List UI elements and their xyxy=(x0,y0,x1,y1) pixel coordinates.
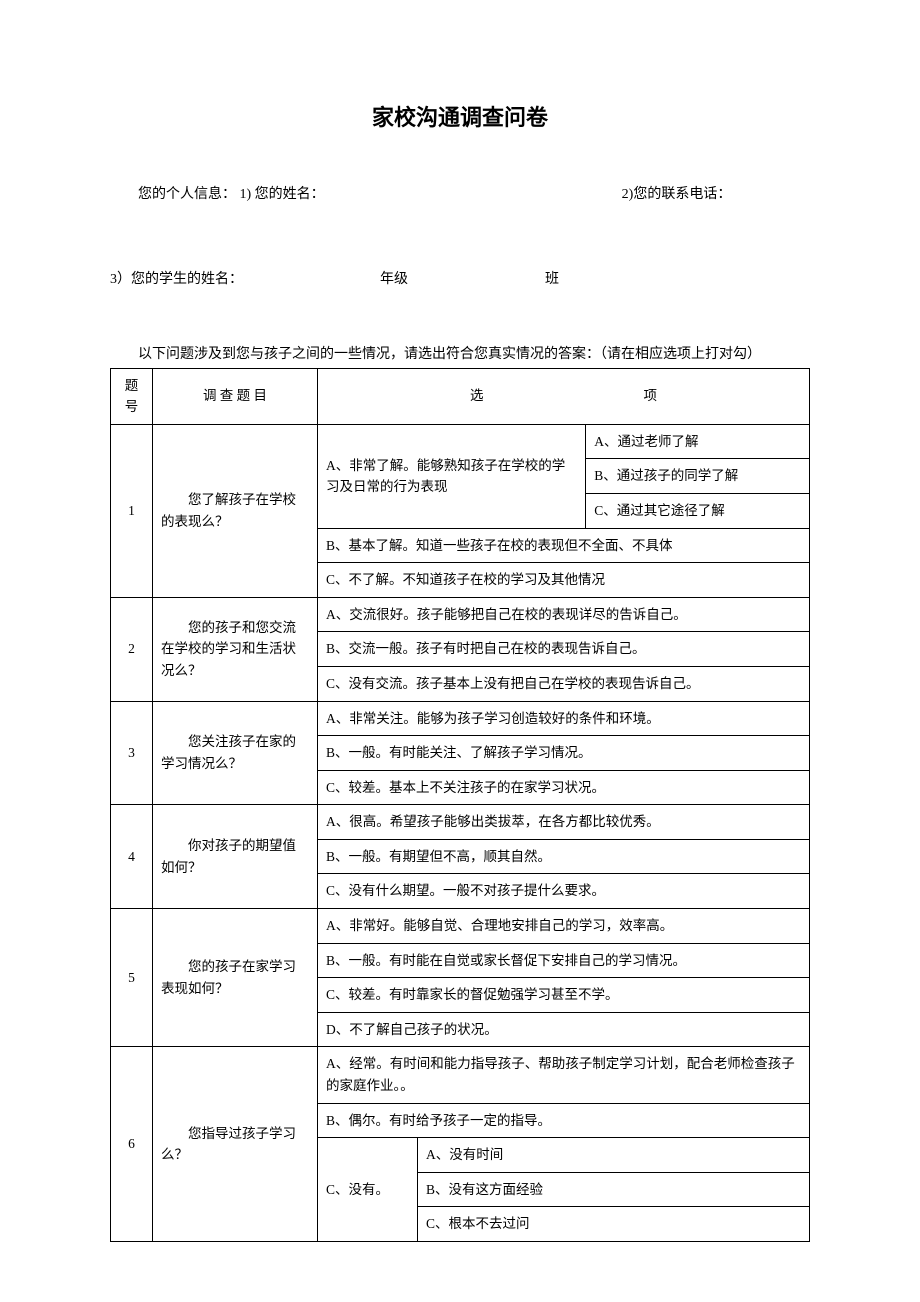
q5-option-c: C、较差。有时靠家长的督促勉强学习甚至不学。 xyxy=(318,978,810,1013)
table-row: 4 你对孩子的期望值如何？ A、很高。希望孩子能够出类拔萃，在各方都比较优秀。 xyxy=(111,805,810,840)
q2-option-b: B、交流一般。孩子有时把自己在校的表现告诉自己。 xyxy=(318,632,810,667)
table-row: 6 您指导过孩子学习么？ A、经常。有时间和能力指导孩子、帮助孩子制定学习计划，… xyxy=(111,1047,810,1103)
table-row: 2 您的孩子和您交流在学校的学习和生活状况么？ A、交流很好。孩子能够把自己在校… xyxy=(111,597,810,632)
q3-text: 您关注孩子在家的学习情况么？ xyxy=(153,701,318,805)
table-row: 3 您关注孩子在家的学习情况么？ A、非常关注。能够为孩子学习创造较好的条件和环… xyxy=(111,701,810,736)
q3-num: 3 xyxy=(111,701,153,805)
q6-sub-b: B、没有这方面经验 xyxy=(418,1172,810,1207)
info-class-label: 班 xyxy=(545,272,559,287)
q1-option-b: B、基本了解。知道一些孩子在校的表现但不全面、不具体 xyxy=(318,528,810,563)
q5-num: 5 xyxy=(111,909,153,1047)
q1-sub-a: A、通过老师了解 xyxy=(586,424,810,459)
q5-option-d: D、不了解自己孩子的状况。 xyxy=(318,1012,810,1047)
info-name-label: 1) 您的姓名： xyxy=(240,187,325,202)
header-option-2: 项 xyxy=(644,388,658,403)
q6-option-a: A、经常。有时间和能力指导孩子、帮助孩子制定学习计划，配合老师检查孩子的家庭作业… xyxy=(318,1047,810,1103)
q1-num: 1 xyxy=(111,424,153,597)
header-num: 题号 xyxy=(111,368,153,424)
q6-option-c: C、没有。 xyxy=(318,1138,418,1242)
info-prefix: 您的个人信息： xyxy=(138,187,236,202)
q2-text: 您的孩子和您交流在学校的学习和生活状况么？ xyxy=(153,597,318,701)
intro-text: 以下问题涉及到您与孩子之间的一些情况，请选出符合您真实情况的答案：（请在相应选项… xyxy=(110,342,810,367)
table-row: 5 您的孩子在家学习表现如何？ A、非常好。能够自觉、合理地安排自己的学习，效率… xyxy=(111,909,810,944)
q1-text: 您了解孩子在学校的表现么？ xyxy=(153,424,318,597)
q6-sub-a: A、没有时间 xyxy=(418,1138,810,1173)
info-student-label: 3）您的学生的姓名： xyxy=(110,272,243,287)
q4-text: 你对孩子的期望值如何？ xyxy=(153,805,318,909)
q1-sub-c: C、通过其它途径了解 xyxy=(586,493,810,528)
header-option: 选项 xyxy=(318,368,810,424)
q1-option-a: A、非常了解。能够熟知孩子在学校的学习及日常的行为表现 xyxy=(318,424,586,528)
q6-num: 6 xyxy=(111,1047,153,1242)
q5-text: 您的孩子在家学习表现如何？ xyxy=(153,909,318,1047)
info-line-1: 您的个人信息： 1) 您的姓名： 2)您的联系电话： xyxy=(110,182,810,207)
info-phone-label: 2)您的联系电话： xyxy=(622,187,732,202)
document-title: 家校沟通调查问卷 xyxy=(110,100,810,132)
q1-sub-b: B、通过孩子的同学了解 xyxy=(586,459,810,494)
q3-option-a: A、非常关注。能够为孩子学习创造较好的条件和环境。 xyxy=(318,701,810,736)
q4-option-b: B、一般。有期望但不高，顺其自然。 xyxy=(318,839,810,874)
q6-text: 您指导过孩子学习么？ xyxy=(153,1047,318,1242)
q1-option-c: C、不了解。不知道孩子在校的学习及其他情况 xyxy=(318,563,810,598)
q4-option-c: C、没有什么期望。一般不对孩子提什么要求。 xyxy=(318,874,810,909)
q3-option-b: B、一般。有时能关注、了解孩子学习情况。 xyxy=(318,736,810,771)
q4-num: 4 xyxy=(111,805,153,909)
info-grade-label: 年级 xyxy=(380,272,408,287)
survey-table: 题号 调 查 题 目 选项 1 您了解孩子在学校的表现么？ A、非常了解。能够熟… xyxy=(110,368,810,1242)
q6-option-b: B、偶尔。有时给予孩子一定的指导。 xyxy=(318,1103,810,1138)
info-line-2: 3）您的学生的姓名： 年级 班 xyxy=(110,267,810,292)
q2-option-a: A、交流很好。孩子能够把自己在校的表现详尽的告诉自己。 xyxy=(318,597,810,632)
q5-option-a: A、非常好。能够自觉、合理地安排自己的学习，效率高。 xyxy=(318,909,810,944)
q3-option-c: C、较差。基本上不关注孩子的在家学习状况。 xyxy=(318,770,810,805)
table-row: 1 您了解孩子在学校的表现么？ A、非常了解。能够熟知孩子在学校的学习及日常的行… xyxy=(111,424,810,459)
header-question: 调 查 题 目 xyxy=(153,368,318,424)
q6-sub-c: C、根本不去过问 xyxy=(418,1207,810,1242)
q4-option-a: A、很高。希望孩子能够出类拔萃，在各方都比较优秀。 xyxy=(318,805,810,840)
q2-num: 2 xyxy=(111,597,153,701)
header-option-1: 选 xyxy=(470,388,484,403)
table-header-row: 题号 调 查 题 目 选项 xyxy=(111,368,810,424)
q2-option-c: C、没有交流。孩子基本上没有把自己在学校的表现告诉自己。 xyxy=(318,666,810,701)
q5-option-b: B、一般。有时能在自觉或家长督促下安排自己的学习情况。 xyxy=(318,943,810,978)
